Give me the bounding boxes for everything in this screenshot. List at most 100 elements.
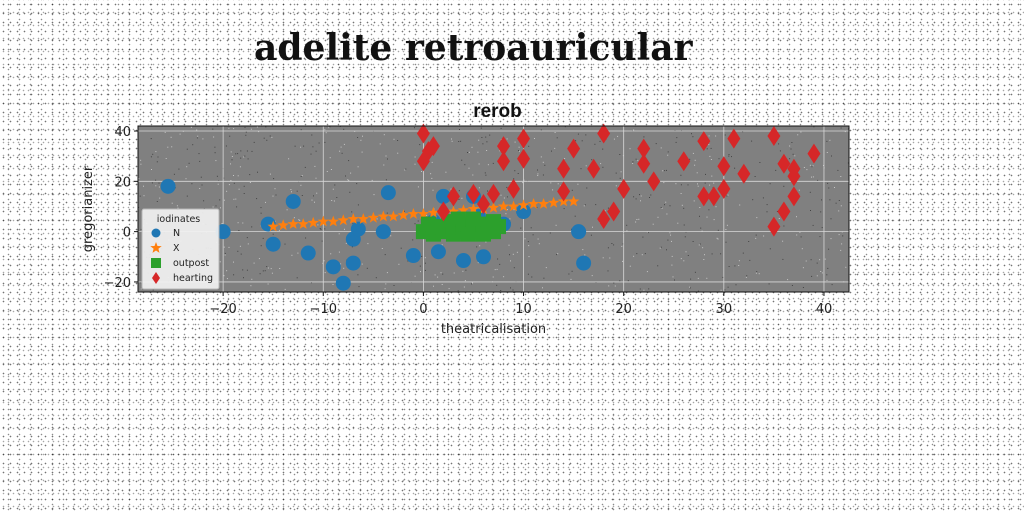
noise-speck: [748, 241, 749, 242]
noise-speck: [488, 164, 489, 165]
noise-speck: [539, 243, 540, 244]
noise-speck: [171, 137, 172, 138]
noise-speck: [681, 258, 682, 259]
noise-speck: [519, 147, 520, 148]
noise-speck: [783, 186, 784, 187]
noise-speck: [537, 175, 538, 176]
noise-speck: [140, 196, 141, 197]
noise-speck: [325, 272, 326, 273]
noise-speck: [273, 234, 274, 235]
noise-speck: [650, 195, 651, 196]
noise-speck: [819, 259, 820, 260]
noise-speck: [202, 138, 203, 139]
noise-speck: [713, 183, 714, 184]
noise-speck: [746, 277, 747, 278]
noise-speck: [246, 132, 247, 133]
noise-speck: [572, 271, 573, 272]
noise-speck: [721, 290, 722, 291]
noise-speck: [633, 196, 634, 197]
noise-speck: [362, 136, 363, 137]
noise-speck: [387, 213, 388, 214]
noise-speck: [751, 141, 752, 142]
noise-speck: [331, 200, 332, 201]
noise-speck: [686, 251, 687, 252]
noise-speck: [675, 183, 676, 184]
noise-speck: [602, 149, 603, 150]
noise-speck: [827, 280, 828, 281]
noise-speck: [756, 235, 757, 236]
noise-speck: [647, 271, 648, 272]
noise-speck: [299, 220, 300, 221]
noise-speck: [297, 277, 298, 278]
noise-speck: [792, 285, 793, 286]
noise-speck: [316, 193, 317, 194]
noise-speck: [727, 225, 728, 226]
noise-speck: [152, 182, 153, 183]
noise-speck: [215, 160, 216, 161]
data-point-n: [286, 194, 301, 209]
noise-speck: [387, 159, 388, 160]
noise-speck: [831, 218, 832, 219]
noise-speck: [552, 189, 553, 190]
noise-speck: [706, 278, 707, 279]
data-point-n: [381, 185, 396, 200]
noise-speck: [327, 171, 328, 172]
noise-speck: [233, 128, 234, 129]
noise-speck: [265, 270, 266, 271]
noise-speck: [556, 225, 557, 226]
noise-speck: [462, 271, 463, 272]
noise-speck: [197, 136, 198, 137]
noise-speck: [479, 245, 480, 246]
noise-speck: [477, 152, 478, 153]
noise-speck: [213, 137, 214, 138]
noise-speck: [543, 278, 544, 279]
noise-speck: [803, 267, 804, 268]
noise-speck: [334, 185, 335, 186]
noise-speck: [229, 184, 230, 185]
noise-speck: [767, 204, 768, 205]
noise-speck: [693, 153, 694, 154]
noise-speck: [265, 126, 266, 127]
noise-speck: [749, 260, 750, 261]
noise-speck: [671, 241, 672, 242]
noise-speck: [459, 129, 460, 130]
noise-speck: [827, 152, 828, 153]
noise-speck: [482, 143, 483, 144]
noise-speck: [845, 267, 846, 268]
noise-speck: [682, 205, 683, 206]
noise-speck: [568, 274, 569, 275]
noise-speck: [435, 274, 436, 275]
noise-speck: [513, 290, 514, 291]
noise-speck: [493, 163, 494, 164]
noise-speck: [690, 279, 691, 280]
noise-speck: [437, 277, 438, 278]
noise-speck: [662, 170, 663, 171]
noise-speck: [841, 243, 842, 244]
noise-speck: [731, 156, 732, 157]
noise-speck: [694, 200, 695, 201]
noise-speck: [493, 277, 494, 278]
noise-speck: [621, 171, 622, 172]
noise-speck: [653, 224, 654, 225]
noise-speck: [537, 173, 538, 174]
noise-speck: [681, 193, 682, 194]
noise-speck: [529, 256, 530, 257]
noise-speck: [826, 141, 827, 142]
noise-speck: [433, 286, 434, 287]
noise-speck: [374, 194, 375, 195]
noise-speck: [485, 175, 486, 176]
noise-speck: [643, 136, 644, 137]
noise-speck: [237, 251, 238, 252]
noise-speck: [186, 178, 187, 179]
noise-speck: [613, 283, 614, 284]
noise-speck: [537, 170, 538, 171]
noise-speck: [518, 150, 519, 151]
noise-speck: [203, 200, 204, 201]
noise-speck: [472, 147, 473, 148]
noise-speck: [196, 130, 197, 131]
noise-speck: [697, 183, 698, 184]
noise-speck: [266, 140, 267, 141]
noise-speck: [144, 195, 145, 196]
noise-speck: [546, 267, 547, 268]
noise-speck: [138, 178, 139, 179]
